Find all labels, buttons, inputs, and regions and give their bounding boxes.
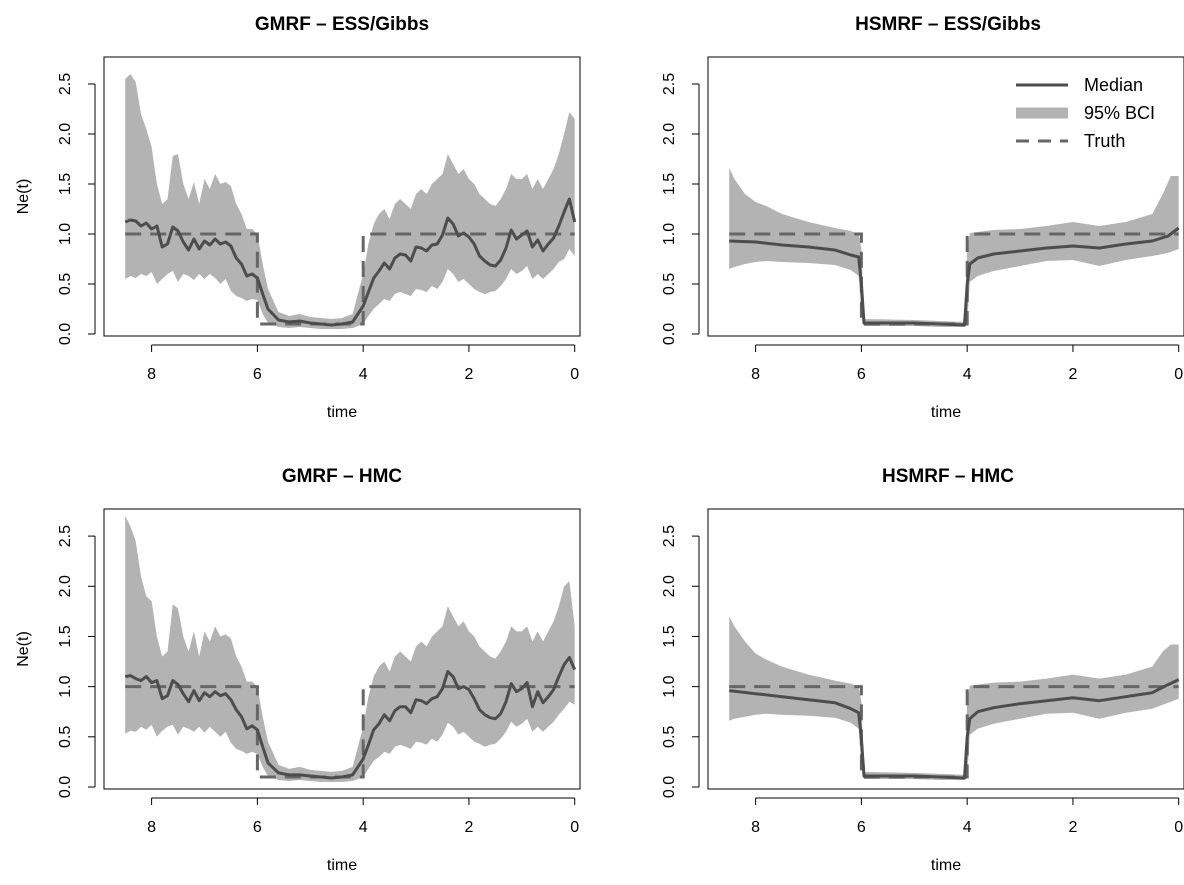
x-tick-label: 2 (1068, 366, 1077, 383)
y-tick-label: 2.5 (57, 73, 74, 95)
x-axis-label: time (931, 404, 961, 421)
y-tick-label: 2.0 (57, 123, 74, 145)
x-axis-label: time (327, 404, 357, 421)
x-tick-label: 6 (253, 366, 262, 383)
median-line (124, 197, 577, 327)
legend-label: 95% BCI (1084, 103, 1155, 123)
y-axis-label: Ne(t) (15, 179, 32, 215)
chart-legend: Median 95% BCI Truth (1016, 75, 1155, 151)
legend-item: Median (1016, 75, 1143, 95)
y-axis-label: Ne(t) (15, 631, 32, 667)
x-axis: 8 6 4 2 0 (751, 797, 1183, 836)
x-tick-label: 6 (857, 819, 866, 836)
x-tick-label: 6 (857, 366, 866, 383)
y-axis: 0.0 0.5 1.0 1.5 2.0 2.5 (661, 525, 700, 798)
y-tick-label: 1.5 (661, 625, 678, 647)
legend-item: Truth (1016, 131, 1125, 151)
y-tick-label: 2.5 (57, 525, 74, 547)
median-line (124, 656, 577, 780)
x-axis: 8 6 4 2 0 (147, 797, 579, 836)
x-tick-label: 4 (359, 366, 368, 383)
plot-frame (103, 56, 581, 337)
y-tick-label: 1.0 (661, 223, 678, 245)
x-axis-label: time (327, 857, 357, 874)
x-tick-label: 0 (1174, 366, 1183, 383)
credible-band-95 (125, 74, 575, 329)
y-tick-label: 0.5 (57, 273, 74, 295)
panel-title: GMRF – HMC (282, 466, 403, 487)
x-tick-label: 8 (751, 819, 760, 836)
x-axis: 8 6 4 2 0 (147, 344, 579, 383)
credible-band-95 (125, 516, 575, 782)
median-line (729, 678, 1180, 780)
x-tick-label: 4 (963, 819, 972, 836)
legend-label: Median (1084, 75, 1143, 95)
x-tick-label: 4 (963, 366, 972, 383)
y-tick-label: 2.0 (661, 123, 678, 145)
y-tick-label: 1.0 (661, 675, 678, 697)
x-tick-label: 4 (359, 819, 368, 836)
x-tick-label: 8 (147, 366, 156, 383)
y-tick-label: 1.5 (57, 173, 74, 195)
chart-panel-2: HSMRF – ESS/Gibbs 8 6 4 2 0 time 0.0 0.5 1.0 1.5 2.… (661, 14, 1184, 421)
x-tick-label: 8 (751, 366, 760, 383)
x-tick-label: 0 (570, 366, 579, 383)
x-tick-label: 2 (464, 819, 473, 836)
x-axis: 8 6 4 2 0 (751, 344, 1183, 383)
legend-item: 95% BCI (1016, 103, 1155, 123)
y-tick-label: 2.5 (661, 73, 678, 95)
y-tick-label: 0.0 (57, 776, 74, 798)
x-tick-label: 2 (1068, 819, 1077, 836)
y-tick-label: 0.5 (57, 726, 74, 748)
y-axis: 0.0 0.5 1.0 1.5 2.0 2.5 (57, 525, 96, 798)
panel-title: HSMRF – ESS/Gibbs (855, 14, 1041, 35)
y-tick-label: 1.0 (57, 223, 74, 245)
plot-frame (707, 56, 1184, 337)
x-tick-label: 6 (253, 819, 262, 836)
x-tick-label: 0 (1174, 819, 1183, 836)
y-tick-label: 0.0 (661, 776, 678, 798)
y-tick-label: 0.5 (661, 273, 678, 295)
y-tick-label: 1.5 (661, 173, 678, 195)
x-tick-label: 2 (464, 366, 473, 383)
x-tick-label: 8 (147, 819, 156, 836)
x-tick-label: 0 (570, 819, 579, 836)
y-axis: 0.0 0.5 1.0 1.5 2.0 2.5 (57, 73, 96, 345)
y-tick-label: 2.5 (661, 525, 678, 547)
y-tick-label: 0.0 (661, 323, 678, 345)
y-tick-label: 0.0 (57, 323, 74, 345)
y-tick-label: 1.0 (57, 675, 74, 697)
y-tick-label: 0.5 (661, 726, 678, 748)
chart-panel-1: GMRF – ESS/Gibbs 8 6 4 2 0 time 0.0 0.5 1.0 1.5 2.0… (15, 14, 581, 421)
plot-frame (707, 508, 1184, 790)
y-axis: 0.0 0.5 1.0 1.5 2.0 2.5 (661, 73, 700, 345)
plot-frame (103, 508, 581, 790)
legend-label: Truth (1084, 131, 1125, 151)
x-axis-label: time (931, 857, 961, 874)
chart-panel-4: HSMRF – HMC 8 6 4 2 0 time 0.0 0.5 1.0 1.5 2.0 2.5 (661, 466, 1184, 874)
panel-title: HSMRF – HMC (882, 466, 1014, 487)
y-tick-label: 2.0 (57, 575, 74, 597)
median-line (729, 226, 1180, 327)
chart-panel-3: GMRF – HMC 8 6 4 2 0 time 0.0 0.5 1.0 1.5 2.0 2.5 Ne(… (15, 466, 581, 874)
y-tick-label: 2.0 (661, 575, 678, 597)
panel-title: GMRF – ESS/Gibbs (255, 14, 429, 35)
y-tick-label: 1.5 (57, 625, 74, 647)
